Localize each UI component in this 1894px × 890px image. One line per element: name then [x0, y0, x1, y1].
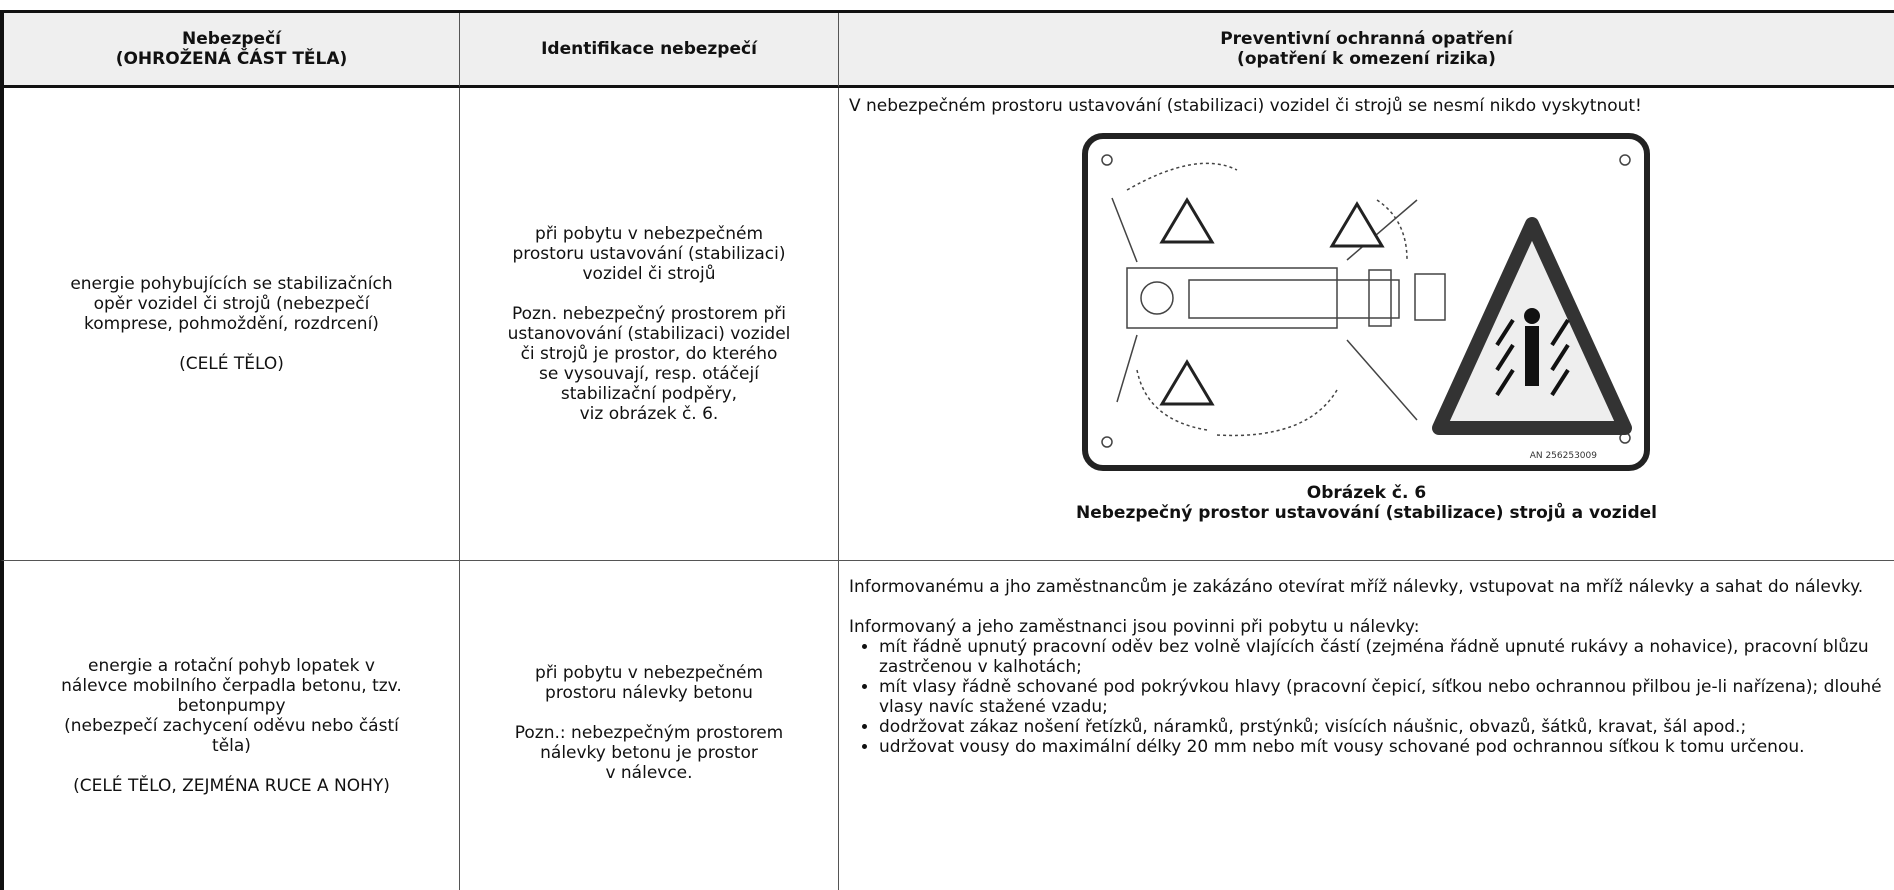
text-line: vozidel či strojů	[582, 264, 716, 284]
text-line: prostoru nálevky betonu	[545, 683, 753, 703]
text-line: (nebezpečí zachycení oděvu nebo částí	[64, 715, 399, 736]
header-line: Identifikace nebezpečí	[541, 39, 757, 59]
text-line: nálevce mobilního čerpadla betonu, tzv.	[61, 675, 402, 696]
hazard-sign: AN 256253009	[1081, 133, 1650, 471]
text-line: komprese, pohmoždění, rozdrcení)	[84, 314, 379, 334]
text-line: (CELÉ TĚLO, ZEJMÉNA RUCE A NOHY)	[73, 775, 390, 796]
hazard-cell: energie pohybujících se stabilizačních op…	[0, 88, 460, 561]
identification-cell: při pobytu v nebezpečném prostoru ustavov…	[460, 88, 839, 561]
paragraph: (CELÉ TĚLO)	[179, 354, 284, 374]
header-line: Preventivní ochranná opatření	[1220, 29, 1513, 49]
text-line: (CELÉ TĚLO)	[179, 354, 284, 374]
hazard-cell: energie a rotační pohyb lopatek v nálevce…	[0, 561, 460, 890]
text-line: betonpumpy	[177, 695, 286, 716]
header-cell: Preventivní ochranná opatření (opatření …	[839, 13, 1894, 88]
list-item: dodržovat zákaz nošení řetízků, náramků,…	[879, 717, 1884, 737]
header-line: (OHROŽENÁ ČÁST TĚLA)	[115, 49, 348, 69]
figure-code: AN 256253009	[1529, 451, 1597, 461]
text-line: nálevky betonu je prostor	[540, 743, 758, 763]
caption-line: Nebezpečný prostor ustavování (stabiliza…	[1075, 503, 1658, 523]
text-line: prostoru ustavování (stabilizaci)	[512, 244, 786, 264]
caption-line: Obrázek č. 6	[1306, 483, 1427, 503]
text-line: v nálevce.	[605, 763, 693, 783]
text-line: energie a rotační pohyb lopatek v	[88, 655, 375, 676]
list-item: udržovat vousy do maximální délky 20 mm …	[879, 737, 1884, 757]
text-line: energie pohybujících se stabilizačních	[70, 274, 393, 294]
text-line: při pobytu v nebezpečném	[534, 224, 764, 244]
header-line: Nebezpečí	[182, 29, 281, 49]
paragraph: při pobytu v nebezpečném prostoru ustavov…	[512, 224, 785, 284]
text-line: se vysouvají, resp. otáčejí	[539, 364, 759, 384]
text-line: Pozn.: nebezpečným prostorem	[514, 723, 784, 743]
text-line: stabilizační podpěry,	[560, 384, 738, 404]
text-line: při pobytu v nebezpečném	[534, 663, 764, 683]
header-cell: Nebezpečí (OHROŽENÁ ČÁST TĚLA)	[0, 13, 460, 88]
top-border	[0, 10, 1894, 13]
text-line: těla)	[212, 735, 251, 756]
header-cell: Identifikace nebezpečí	[460, 13, 839, 88]
list-item: mít vlasy řádně schované pod pokrývkou h…	[879, 677, 1884, 717]
text-line: opěr vozidel či strojů (nebezpečí	[93, 294, 370, 314]
figure-caption: Obrázek č. 6 Nebezpečný prostor ustavová…	[849, 483, 1884, 523]
paragraph: Pozn. nebezpečný prostorem při ustanovová…	[508, 304, 791, 424]
list-item: mít řádně upnutý pracovní oděv bez volně…	[879, 637, 1884, 677]
paragraph: energie pohybujících se stabilizačních op…	[70, 274, 392, 334]
paragraph: při pobytu v nebezpečném prostoru nálevky…	[535, 663, 763, 703]
text-line: či strojů je prostor, do kterého	[520, 344, 778, 364]
text-line: Pozn. nebezpečný prostorem při	[511, 304, 787, 324]
paragraph: Pozn.: nebezpečným prostorem nálevky beto…	[515, 723, 783, 783]
intro-text: V nebezpečném prostoru ustavování (stabi…	[849, 96, 1642, 116]
paragraph: (CELÉ TĚLO, ZEJMÉNA RUCE A NOHY)	[73, 776, 390, 796]
paragraph: energie a rotační pohyb lopatek v nálevce…	[61, 656, 402, 756]
measures-cell: Informovanému a jho zaměstnancům je zaká…	[839, 561, 1894, 890]
text-line: ustanovování (stabilizaci) vozidel	[507, 324, 791, 344]
measures-cell: V nebezpečném prostoru ustavování (stabi…	[839, 88, 1894, 561]
header-line: (opatření k omezení rizika)	[1237, 49, 1496, 69]
lead-text: Informovaný a jeho zaměstnanci jsou povi…	[849, 617, 1420, 637]
intro-text: Informovanému a jho zaměstnancům je zaká…	[849, 577, 1864, 597]
obligation-list: mít řádně upnutý pracovní oděv bez volně…	[849, 637, 1884, 757]
identification-cell: při pobytu v nebezpečném prostoru nálevky…	[460, 561, 839, 890]
text-line: viz obrázek č. 6.	[579, 404, 719, 424]
